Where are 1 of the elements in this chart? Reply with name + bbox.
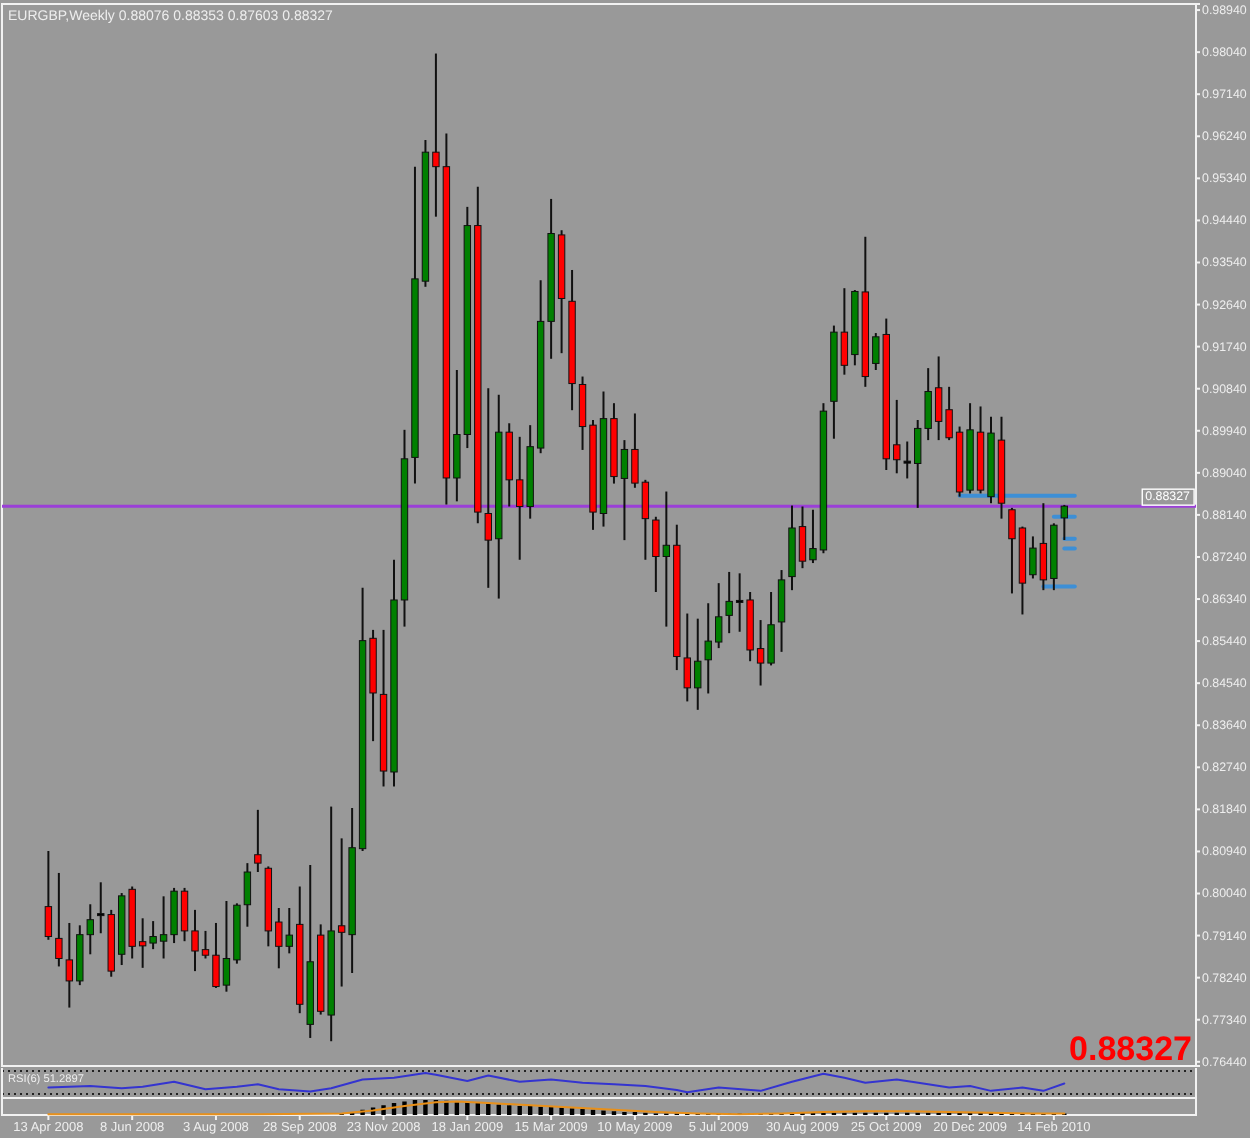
annotation: 0.88327 [1069, 1030, 1192, 1068]
